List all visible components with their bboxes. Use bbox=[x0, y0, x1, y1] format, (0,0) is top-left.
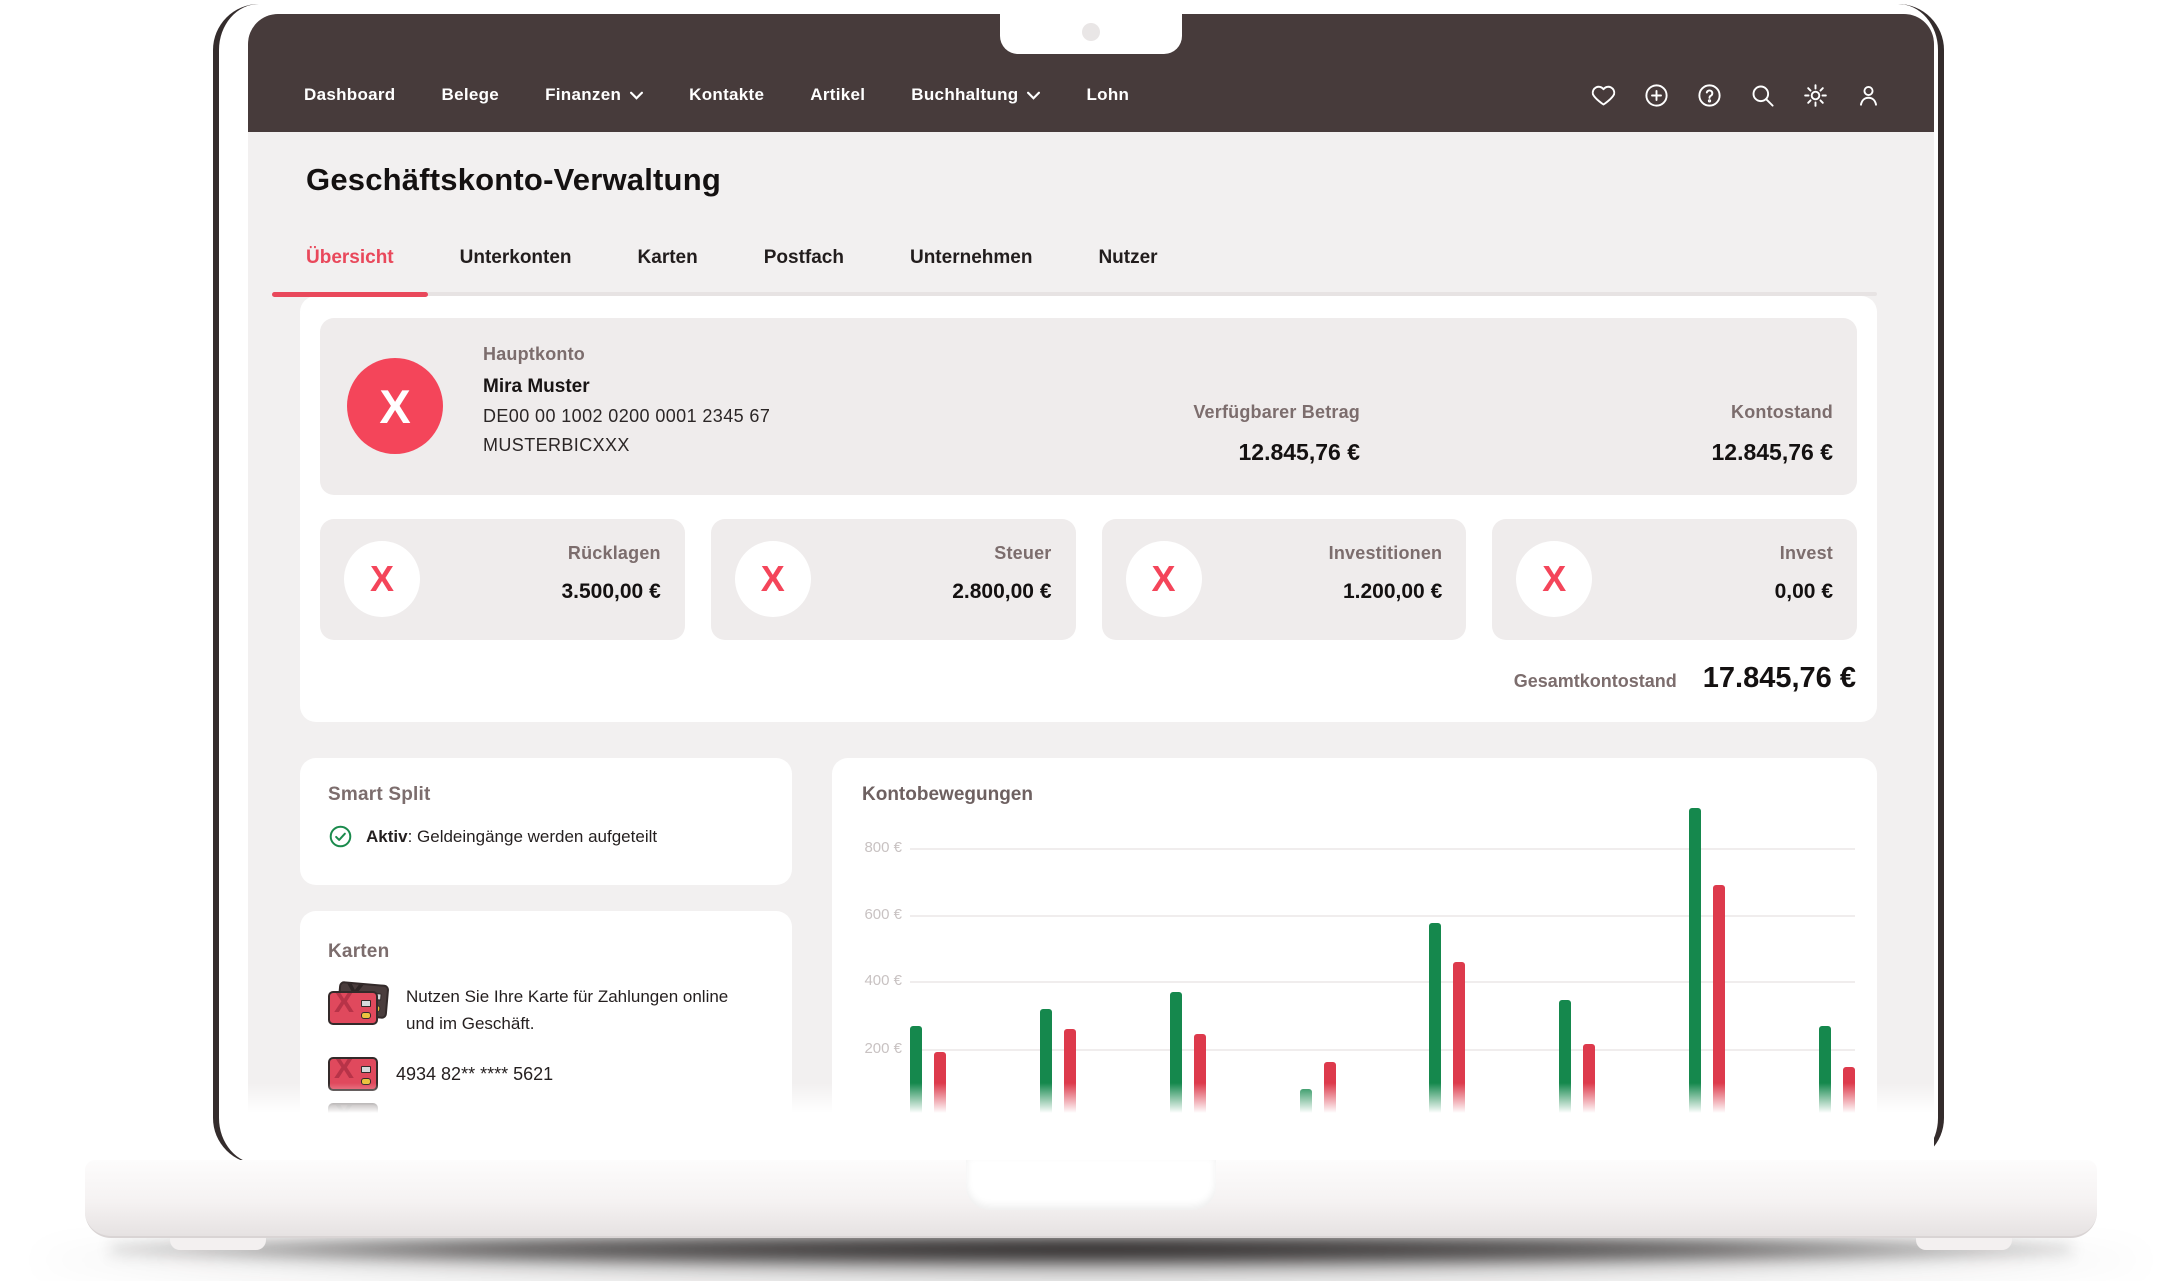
trackpad-notch bbox=[966, 1160, 1216, 1210]
tab-nutzer[interactable]: Nutzer bbox=[1098, 246, 1157, 270]
help-circle-icon[interactable] bbox=[1696, 82, 1723, 109]
subaccount-label: Investitionen bbox=[1329, 543, 1443, 564]
balance-label: Kontostand bbox=[1711, 402, 1833, 423]
tab-unternehmen[interactable]: Unternehmen bbox=[910, 246, 1032, 270]
chart-bars bbox=[910, 818, 1855, 1113]
subaccount-value: 1.200,00 € bbox=[1329, 580, 1443, 604]
subaccount-investitionen[interactable]: X Investitionen 1.200,00 € bbox=[1102, 519, 1467, 640]
laptop-screen: Dashboard Belege Finanzen Kontakte Artik… bbox=[248, 14, 1934, 1165]
bank-logo: X bbox=[347, 358, 443, 454]
y-tick-label: 800 € bbox=[862, 839, 902, 856]
tab-karten[interactable]: Karten bbox=[638, 246, 698, 270]
chart-title: Kontobewegungen bbox=[862, 784, 1033, 806]
page-content: Geschäftskonto-Verwaltung Übersicht Unte… bbox=[248, 132, 1934, 1113]
account-iban: DE00 00 1002 0200 0001 2345 67 bbox=[483, 406, 770, 427]
available-amount: Verfügbarer Betrag 12.845,76 € bbox=[1193, 402, 1360, 466]
smart-split-card: Smart Split Aktiv: Geldeingänge werden a… bbox=[300, 758, 792, 885]
chevron-down-icon bbox=[630, 85, 643, 105]
chart-plot: 800 € 600 € 400 € 200 € bbox=[862, 818, 1855, 1113]
total-balance-row: Gesamtkontostand 17.845,76 € bbox=[1514, 662, 1856, 695]
nav-actions bbox=[1590, 14, 1882, 132]
bank-logo-small: X bbox=[1516, 541, 1592, 617]
tab-bar: Übersicht Unterkonten Karten Postfach Un… bbox=[306, 246, 1158, 270]
nav-item-finanzen[interactable]: Finanzen bbox=[545, 85, 643, 105]
subaccount-steuer[interactable]: X Steuer 2.800,00 € bbox=[711, 519, 1076, 640]
gear-icon[interactable] bbox=[1802, 82, 1829, 109]
card-info-text: Nutzen Sie Ihre Karte für Zahlungen onli… bbox=[406, 983, 756, 1037]
camera-dot bbox=[1082, 23, 1100, 41]
laptop-base bbox=[85, 1160, 2097, 1238]
account-holder: Mira Muster bbox=[483, 376, 770, 398]
page: Dashboard Belege Finanzen Kontakte Artik… bbox=[0, 0, 2182, 1281]
subaccount-ruecklagen[interactable]: X Rücklagen 3.500,00 € bbox=[320, 519, 685, 640]
bank-logo-small: X bbox=[1126, 541, 1202, 617]
page-title: Geschäftskonto-Verwaltung bbox=[306, 162, 721, 198]
screen-bottom-fade bbox=[248, 1083, 1934, 1113]
y-tick-label: 600 € bbox=[862, 906, 902, 923]
bank-logo-small: X bbox=[735, 541, 811, 617]
camera-notch bbox=[1000, 14, 1182, 54]
main-account-card[interactable]: X Hauptkonto Mira Muster DE00 00 1002 02… bbox=[320, 318, 1857, 495]
smart-split-title: Smart Split bbox=[328, 784, 764, 806]
tab-postfach[interactable]: Postfach bbox=[764, 246, 844, 270]
available-label: Verfügbarer Betrag bbox=[1193, 402, 1360, 423]
smart-split-text: Aktiv: Geldeingänge werden aufgeteilt bbox=[366, 827, 657, 847]
available-value: 12.845,76 € bbox=[1193, 439, 1360, 466]
subaccount-label: Invest bbox=[1775, 543, 1833, 564]
nav-label: Lohn bbox=[1086, 85, 1129, 105]
nav-item-lohn[interactable]: Lohn bbox=[1086, 85, 1129, 105]
total-balance-label: Gesamtkontostand bbox=[1514, 671, 1677, 692]
heart-icon[interactable] bbox=[1590, 82, 1617, 109]
total-balance-value: 17.845,76 € bbox=[1703, 662, 1856, 695]
check-circle-icon bbox=[328, 824, 353, 849]
account-bic: MUSTERBICXXX bbox=[483, 435, 770, 456]
y-tick-label: 200 € bbox=[862, 1040, 902, 1057]
smart-split-status: Aktiv: Geldeingänge werden aufgeteilt bbox=[328, 824, 764, 849]
nav-label: Buchhaltung bbox=[911, 85, 1018, 105]
nav-item-dashboard[interactable]: Dashboard bbox=[304, 85, 396, 105]
nav-label: Finanzen bbox=[545, 85, 621, 105]
nav-label: Kontakte bbox=[689, 85, 764, 105]
subaccount-invest[interactable]: X Invest 0,00 € bbox=[1492, 519, 1857, 640]
subaccount-value: 2.800,00 € bbox=[952, 580, 1051, 604]
nav-label: Artikel bbox=[810, 85, 865, 105]
bank-logo-letter: X bbox=[379, 379, 410, 434]
subaccount-label: Steuer bbox=[952, 543, 1051, 564]
bar-group bbox=[1689, 808, 1725, 1113]
cards-title: Karten bbox=[328, 941, 764, 963]
y-tick-label: 400 € bbox=[862, 972, 902, 989]
subaccount-value: 0,00 € bbox=[1775, 580, 1833, 604]
tab-uebersicht[interactable]: Übersicht bbox=[306, 246, 394, 270]
search-icon[interactable] bbox=[1749, 82, 1776, 109]
nav-label: Dashboard bbox=[304, 85, 396, 105]
card-info-row: X X Nutzen Sie Ihre Karte für Zahlungen … bbox=[328, 983, 764, 1037]
balance-amount: Kontostand 12.845,76 € bbox=[1711, 402, 1833, 466]
accounts-panel: X Hauptkonto Mira Muster DE00 00 1002 02… bbox=[300, 296, 1877, 722]
account-info: Hauptkonto Mira Muster DE00 00 1002 0200… bbox=[483, 344, 770, 456]
bank-logo-small: X bbox=[344, 541, 420, 617]
plus-circle-icon[interactable] bbox=[1643, 82, 1670, 109]
subaccount-value: 3.500,00 € bbox=[561, 580, 660, 604]
balance-value: 12.845,76 € bbox=[1711, 439, 1833, 466]
credit-cards-icon: X X bbox=[328, 983, 388, 1027]
nav-item-artikel[interactable]: Artikel bbox=[810, 85, 865, 105]
nav-item-buchhaltung[interactable]: Buchhaltung bbox=[911, 85, 1040, 105]
bar-green bbox=[1689, 808, 1701, 1113]
subaccount-label: Rücklagen bbox=[561, 543, 660, 564]
account-type-label: Hauptkonto bbox=[483, 344, 770, 365]
nav-label: Belege bbox=[442, 85, 500, 105]
chart-card: Kontobewegungen 800 € 600 € 400 € 200 € bbox=[832, 758, 1877, 1113]
user-icon[interactable] bbox=[1855, 82, 1882, 109]
nav-item-kontakte[interactable]: Kontakte bbox=[689, 85, 764, 105]
subaccounts-row: X Rücklagen 3.500,00 € X Steuer 2.800,00… bbox=[320, 519, 1857, 640]
nav-item-belege[interactable]: Belege bbox=[442, 85, 500, 105]
bar-red bbox=[1713, 885, 1725, 1113]
chevron-down-icon bbox=[1027, 85, 1040, 105]
tab-unterkonten[interactable]: Unterkonten bbox=[460, 246, 572, 270]
